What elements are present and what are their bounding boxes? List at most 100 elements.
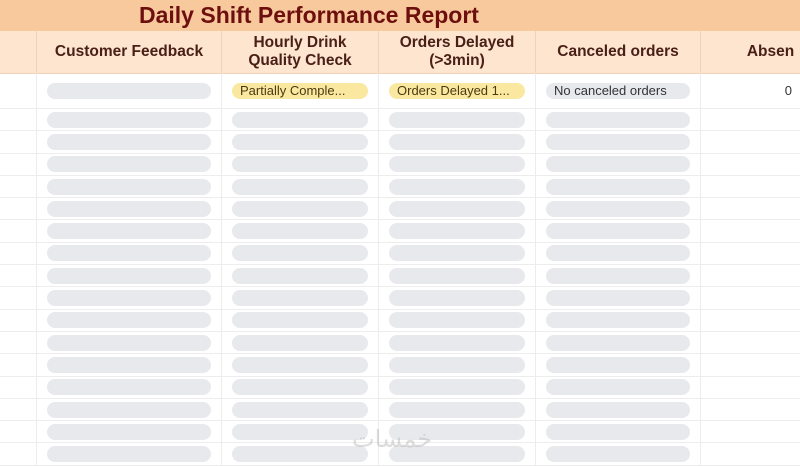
canceled-orders-cell[interactable] (535, 109, 700, 131)
row-index-cell[interactable] (0, 287, 36, 308)
canceled-orders-cell[interactable] (535, 175, 700, 198)
canceled-orders-cell[interactable] (535, 421, 700, 443)
table-row[interactable] (0, 198, 800, 221)
table-row[interactable] (0, 354, 800, 377)
absences-cell[interactable] (700, 376, 800, 398)
row-index-cell[interactable] (0, 154, 36, 175)
row-index-cell[interactable] (0, 109, 36, 130)
orders-delayed-cell[interactable] (378, 421, 535, 443)
orders-delayed-cell[interactable] (378, 198, 535, 220)
orders-delayed-cell[interactable]: Orders Delayed 1... (378, 73, 535, 108)
absences-cell[interactable] (700, 220, 800, 242)
absences-cell[interactable] (700, 265, 800, 287)
row-index-cell[interactable] (0, 176, 36, 197)
customer-feedback-cell[interactable] (36, 220, 221, 242)
table-row[interactable] (0, 398, 800, 422)
orders-delayed-cell[interactable] (378, 443, 535, 465)
canceled-orders-cell[interactable] (535, 331, 700, 354)
row-index-cell[interactable] (0, 399, 36, 420)
absences-cell[interactable] (700, 443, 800, 465)
row-index-cell[interactable] (0, 243, 36, 264)
absences-cell[interactable] (700, 287, 800, 309)
row-index-cell[interactable] (0, 443, 36, 464)
quality-check-cell[interactable]: Partially Comple... (221, 73, 378, 108)
customer-feedback-cell[interactable] (36, 376, 221, 398)
absences-cell[interactable] (700, 153, 800, 175)
quality-check-cell[interactable] (221, 131, 378, 153)
orders-delayed-cell[interactable] (378, 354, 535, 376)
row-index-cell[interactable] (0, 421, 36, 442)
quality-check-cell[interactable] (221, 309, 378, 331)
canceled-orders-cell[interactable] (535, 398, 700, 421)
row-index-cell[interactable] (0, 354, 36, 375)
table-row[interactable] (0, 331, 800, 355)
customer-feedback-cell[interactable] (36, 175, 221, 198)
quality-check-cell[interactable] (221, 175, 378, 198)
row-index-cell[interactable] (0, 73, 36, 108)
quality-check-cell[interactable] (221, 265, 378, 287)
canceled-orders-cell[interactable] (535, 153, 700, 175)
absences-cell[interactable] (700, 198, 800, 220)
header-orders-delayed[interactable]: Orders Delayed (>3min) (378, 31, 535, 73)
orders-delayed-cell[interactable] (378, 398, 535, 421)
absences-cell[interactable] (700, 331, 800, 354)
quality-check-cell[interactable] (221, 220, 378, 242)
quality-check-cell[interactable] (221, 376, 378, 398)
absences-cell[interactable] (700, 421, 800, 443)
orders-delayed-cell[interactable] (378, 175, 535, 198)
customer-feedback-cell[interactable] (36, 309, 221, 331)
table-row[interactable] (0, 153, 800, 176)
row-index-cell[interactable] (0, 310, 36, 331)
orders-delayed-cell[interactable] (378, 220, 535, 242)
table-row[interactable] (0, 287, 800, 310)
absences-cell[interactable] (700, 109, 800, 131)
table-row[interactable] (0, 109, 800, 132)
quality-check-cell[interactable] (221, 398, 378, 421)
canceled-orders-cell[interactable] (535, 309, 700, 331)
row-index-cell[interactable] (0, 131, 36, 152)
customer-feedback-cell[interactable] (36, 421, 221, 443)
header-quality-check[interactable]: Hourly Drink Quality Check (221, 31, 378, 73)
absences-cell[interactable] (700, 354, 800, 376)
canceled-orders-cell[interactable]: No canceled orders (535, 73, 700, 108)
absences-cell[interactable] (700, 398, 800, 421)
quality-check-cell[interactable] (221, 153, 378, 175)
customer-feedback-cell[interactable] (36, 287, 221, 309)
orders-delayed-cell[interactable] (378, 331, 535, 354)
quality-check-cell[interactable] (221, 109, 378, 131)
canceled-orders-cell[interactable] (535, 131, 700, 153)
orders-delayed-cell[interactable] (378, 153, 535, 175)
table-row[interactable] (0, 309, 800, 332)
absences-cell[interactable] (700, 242, 800, 265)
row-index-cell[interactable] (0, 220, 36, 241)
orders-delayed-cell[interactable] (378, 309, 535, 331)
table-row[interactable]: Partially Comple... Orders Delayed 1... … (0, 73, 800, 109)
orders-delayed-cell[interactable] (378, 287, 535, 309)
customer-feedback-cell[interactable] (36, 265, 221, 287)
header-customer-feedback[interactable]: Customer Feedback (36, 31, 221, 73)
table-row[interactable] (0, 265, 800, 288)
absences-cell[interactable] (700, 131, 800, 153)
customer-feedback-cell[interactable] (36, 73, 221, 108)
customer-feedback-cell[interactable] (36, 109, 221, 131)
quality-check-cell[interactable] (221, 198, 378, 220)
customer-feedback-cell[interactable] (36, 331, 221, 354)
customer-feedback-cell[interactable] (36, 354, 221, 376)
absences-cell[interactable]: 0 (700, 73, 800, 108)
row-index-cell[interactable] (0, 265, 36, 286)
quality-check-cell[interactable] (221, 443, 378, 465)
canceled-orders-cell[interactable] (535, 376, 700, 398)
orders-delayed-cell[interactable] (378, 242, 535, 265)
canceled-orders-cell[interactable] (535, 198, 700, 220)
quality-check-cell[interactable] (221, 354, 378, 376)
customer-feedback-cell[interactable] (36, 242, 221, 265)
orders-delayed-cell[interactable] (378, 131, 535, 153)
orders-delayed-cell[interactable] (378, 376, 535, 398)
customer-feedback-cell[interactable] (36, 398, 221, 421)
customer-feedback-cell[interactable] (36, 443, 221, 465)
canceled-orders-cell[interactable] (535, 220, 700, 242)
header-canceled-orders[interactable]: Canceled orders (535, 31, 700, 73)
table-row[interactable] (0, 421, 800, 444)
canceled-orders-cell[interactable] (535, 242, 700, 265)
canceled-orders-cell[interactable] (535, 265, 700, 287)
